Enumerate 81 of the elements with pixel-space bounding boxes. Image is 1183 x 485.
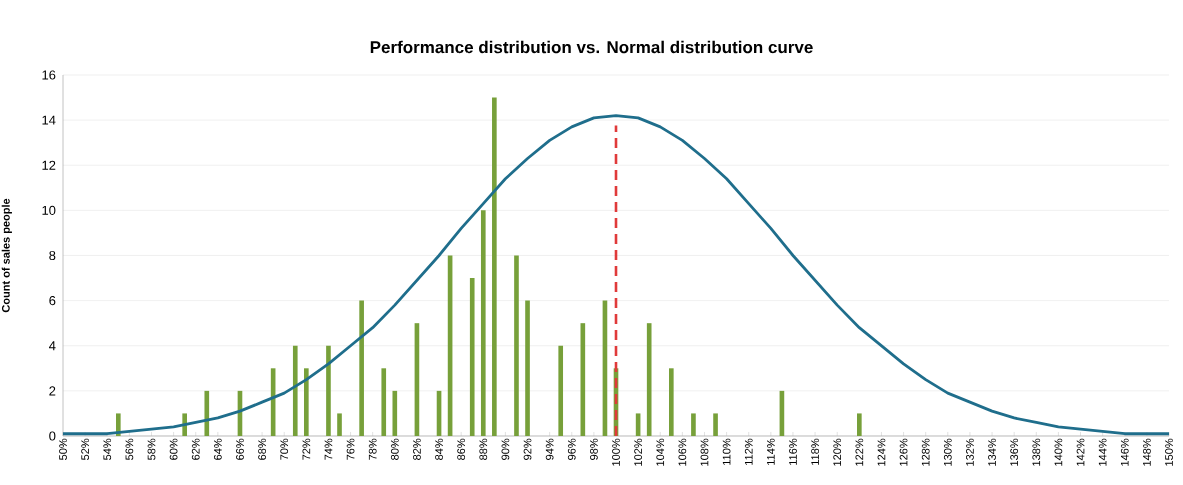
y-axis-title: Count of sales people [1,198,12,313]
bar [326,345,331,436]
x-tick-label: 86% [457,438,466,460]
x-tick-label: 52% [81,438,90,460]
x-tick-label: 106% [678,438,687,466]
y-tick-label: 0 [49,431,56,441]
x-tick-label: 56% [125,438,134,460]
x-tick-label: 82% [413,438,421,460]
x-tick-label: 142% [1076,438,1085,466]
x-tick-label: 58% [147,438,156,460]
y-tick-label: 14 [42,115,56,125]
x-tick-label: 100% [612,438,620,466]
x-tick-label: 90% [501,438,510,460]
bar [469,278,475,436]
x-tick-label: 116% [789,438,797,465]
x-tick-label: 84% [435,438,443,460]
x-tick-label: 114% [766,438,775,465]
y-tick-label: 2 [49,386,56,396]
x-tick-label: 72% [302,438,311,460]
x-tick-label: 66% [236,438,244,460]
bar [204,390,210,436]
y-tick-label: 12 [42,160,56,170]
x-tick-label: 76% [346,438,355,460]
x-tick-label: 104% [656,438,665,466]
x-tick-label: 96% [567,438,576,460]
bar [525,300,530,436]
x-tick-label: 60% [169,438,178,460]
y-tick-label: 16 [42,70,56,80]
x-tick-label: 122% [855,438,864,466]
x-tick-label: 140% [1054,438,1063,466]
bar [668,368,674,436]
x-tick-label: 148% [1142,438,1151,466]
x-tick-label: 130% [943,438,952,466]
x-tick-label: 108% [700,438,709,466]
x-tick-label: 54% [103,438,112,460]
bar [713,413,718,436]
bar [646,323,652,436]
x-tick-label: 70% [280,438,289,460]
x-tick-label: 138% [1032,438,1041,466]
x-tick-label: 98% [589,438,598,460]
x-tick-label: 62% [191,438,200,460]
x-tick-label: 134% [988,438,996,466]
bar [292,345,298,436]
x-tick-label: 64% [213,438,222,460]
x-tick-label: 128% [921,438,930,466]
x-tick-label: 80% [390,438,399,460]
bar [691,413,696,436]
x-tick-label: 78% [368,438,377,460]
x-tick-label: 150% [1165,438,1173,466]
bar [392,390,398,436]
x-tick-label: 144% [1098,438,1107,466]
x-tick-label: 94% [545,438,554,460]
bar [359,300,364,436]
x-tick-label: 50% [59,438,67,460]
bar [558,345,564,436]
x-tick-label: 132% [966,438,974,466]
y-tick-label: 6 [49,296,56,306]
bar [857,413,862,436]
x-tick-label: 110% [722,438,731,465]
x-tick-label: 136% [1010,438,1019,466]
x-tick-label: 112% [744,438,753,465]
bar [514,255,519,436]
x-tick-label: 88% [479,438,488,460]
bar [492,97,497,436]
x-tick-label: 74% [324,438,333,460]
bar [480,210,486,436]
x-tick-label: 102% [634,438,643,466]
x-tick-label: 126% [899,438,908,466]
bar [337,413,342,436]
x-tick-label: 118% [811,438,819,465]
chart-title: Performance distribution vs. Normal distribution curve [370,40,813,54]
x-tick-label: 120% [833,438,842,466]
x-tick-label: 124% [877,438,886,466]
y-tick-label: 10 [42,205,56,215]
x-tick-label: 68% [258,438,266,460]
x-tick-label: 146% [1120,438,1129,466]
x-tick-label: 92% [523,438,532,460]
bar [381,368,387,436]
y-tick-label: 8 [49,250,56,261]
y-tick-label: 4 [49,341,56,351]
bar [304,368,309,436]
